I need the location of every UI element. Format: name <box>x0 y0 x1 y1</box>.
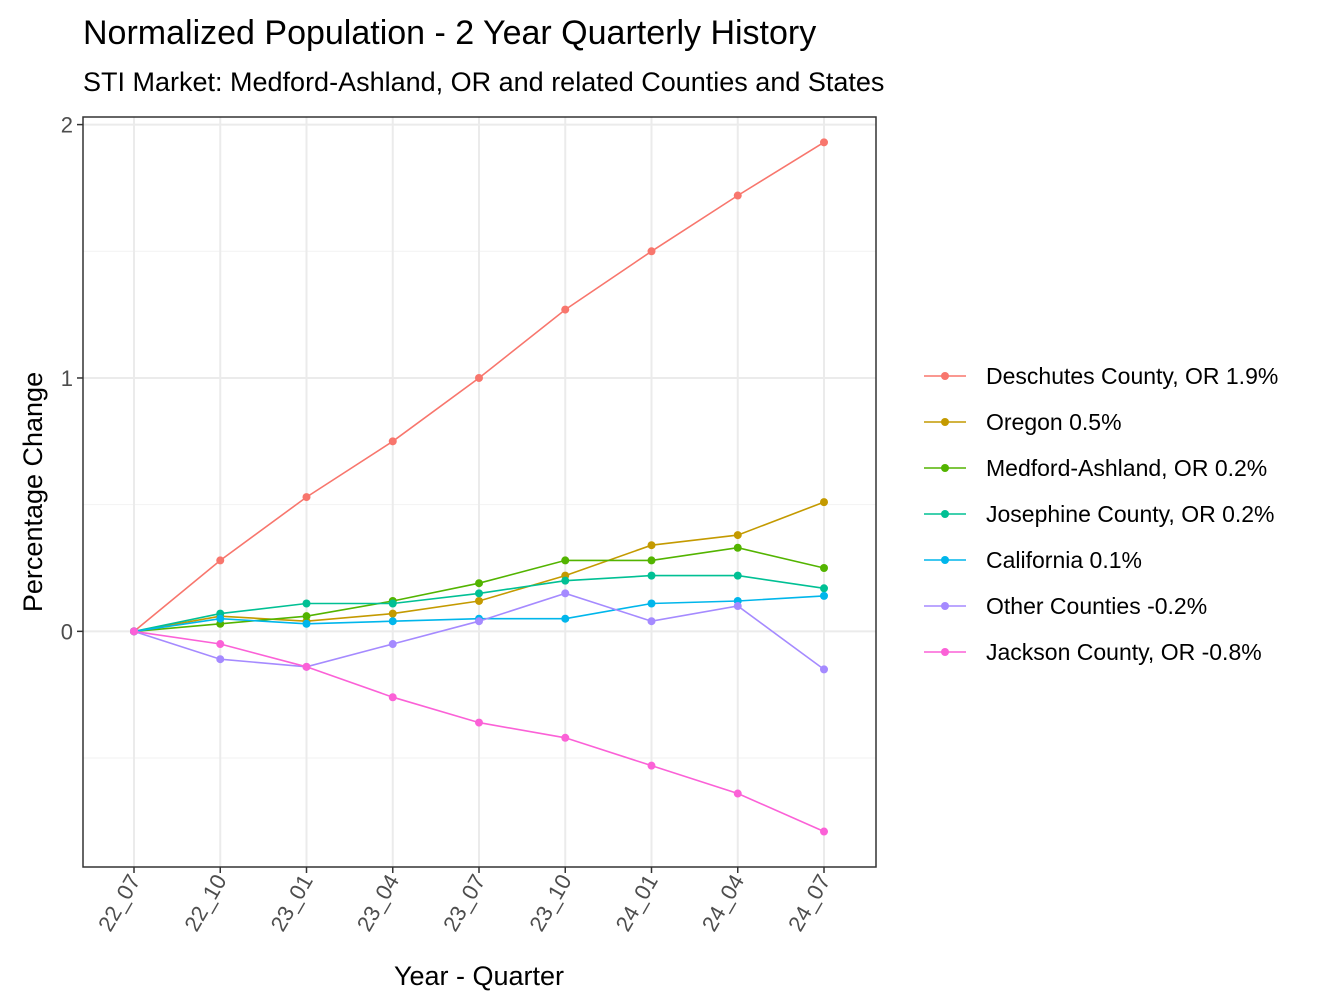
data-point <box>733 531 742 540</box>
y-tick-label: 0 <box>61 619 73 644</box>
data-point <box>820 498 828 507</box>
y-axis-title: Percentage Change <box>18 372 48 612</box>
data-point <box>388 609 397 618</box>
data-point <box>302 612 311 621</box>
data-point <box>130 627 138 636</box>
data-point <box>561 576 570 585</box>
legend-key-point <box>941 602 949 610</box>
data-point <box>475 579 483 588</box>
data-point <box>733 543 742 552</box>
data-point <box>733 191 742 200</box>
data-point <box>561 589 570 598</box>
data-point <box>647 541 656 550</box>
data-point <box>388 599 397 608</box>
legend-key-point <box>941 464 949 472</box>
data-point <box>820 827 828 836</box>
data-point <box>388 640 397 649</box>
data-point <box>733 602 742 611</box>
series-lines <box>130 138 828 836</box>
legend-label: Oregon 0.5% <box>986 409 1122 435</box>
series-6 <box>130 627 828 836</box>
legend-item-0: Deschutes County, OR 1.9% <box>924 363 1278 389</box>
chart-subtitle: STI Market: Medford-Ashland, OR and rela… <box>83 67 884 97</box>
data-point <box>216 640 225 649</box>
data-point <box>820 591 828 600</box>
data-point <box>475 718 483 727</box>
data-point <box>216 614 225 623</box>
legend-label: California 0.1% <box>986 547 1142 573</box>
legend-key-point <box>941 372 949 380</box>
data-point <box>561 614 570 623</box>
data-point <box>302 662 311 671</box>
x-axis-title: Year - Quarter <box>394 961 564 991</box>
legend-key-point <box>941 418 949 426</box>
data-point <box>733 789 742 798</box>
data-point <box>475 596 483 605</box>
legend-key-point <box>941 648 949 656</box>
data-point <box>820 584 828 593</box>
data-point <box>216 556 225 565</box>
data-point <box>647 617 656 626</box>
data-point <box>647 761 656 770</box>
legend-key-point <box>941 510 949 518</box>
data-point <box>388 693 397 702</box>
legend-label: Deschutes County, OR 1.9% <box>986 363 1278 389</box>
data-point <box>302 619 311 628</box>
legend-label: Jackson County, OR -0.8% <box>986 639 1262 665</box>
data-point <box>561 733 570 742</box>
data-point <box>820 564 828 573</box>
data-point <box>647 247 656 256</box>
legend-item-1: Oregon 0.5% <box>924 409 1122 435</box>
data-point <box>733 571 742 580</box>
data-point <box>216 655 225 664</box>
legend-label: Josephine County, OR 0.2% <box>986 501 1275 527</box>
legend-label: Other Counties -0.2% <box>986 593 1207 619</box>
legend-item-5: Other Counties -0.2% <box>924 593 1207 619</box>
legend-item-6: Jackson County, OR -0.8% <box>924 639 1262 665</box>
data-point <box>388 617 397 626</box>
data-point <box>561 556 570 565</box>
series-0 <box>130 138 828 636</box>
legend-item-4: California 0.1% <box>924 547 1142 573</box>
grid <box>83 117 876 867</box>
y-tick-label: 2 <box>61 113 73 138</box>
data-point <box>647 599 656 608</box>
data-point <box>820 138 828 147</box>
data-point <box>820 665 828 674</box>
data-point <box>388 437 397 446</box>
data-point <box>647 556 656 565</box>
data-point <box>302 599 311 608</box>
data-point <box>647 571 656 580</box>
data-point <box>475 373 483 382</box>
legend-item-2: Medford-Ashland, OR 0.2% <box>924 455 1267 481</box>
y-tick-label: 1 <box>61 366 73 391</box>
data-point <box>475 589 483 598</box>
data-point <box>475 617 483 626</box>
chart-title: Normalized Population - 2 Year Quarterly… <box>83 14 816 52</box>
legend-key-point <box>941 556 949 564</box>
data-point <box>302 493 311 502</box>
legend-label: Medford-Ashland, OR 0.2% <box>986 455 1267 481</box>
legend-item-3: Josephine County, OR 0.2% <box>924 501 1275 527</box>
legend: Deschutes County, OR 1.9% Oregon 0.5% Medf… <box>924 363 1278 665</box>
data-point <box>561 305 570 314</box>
